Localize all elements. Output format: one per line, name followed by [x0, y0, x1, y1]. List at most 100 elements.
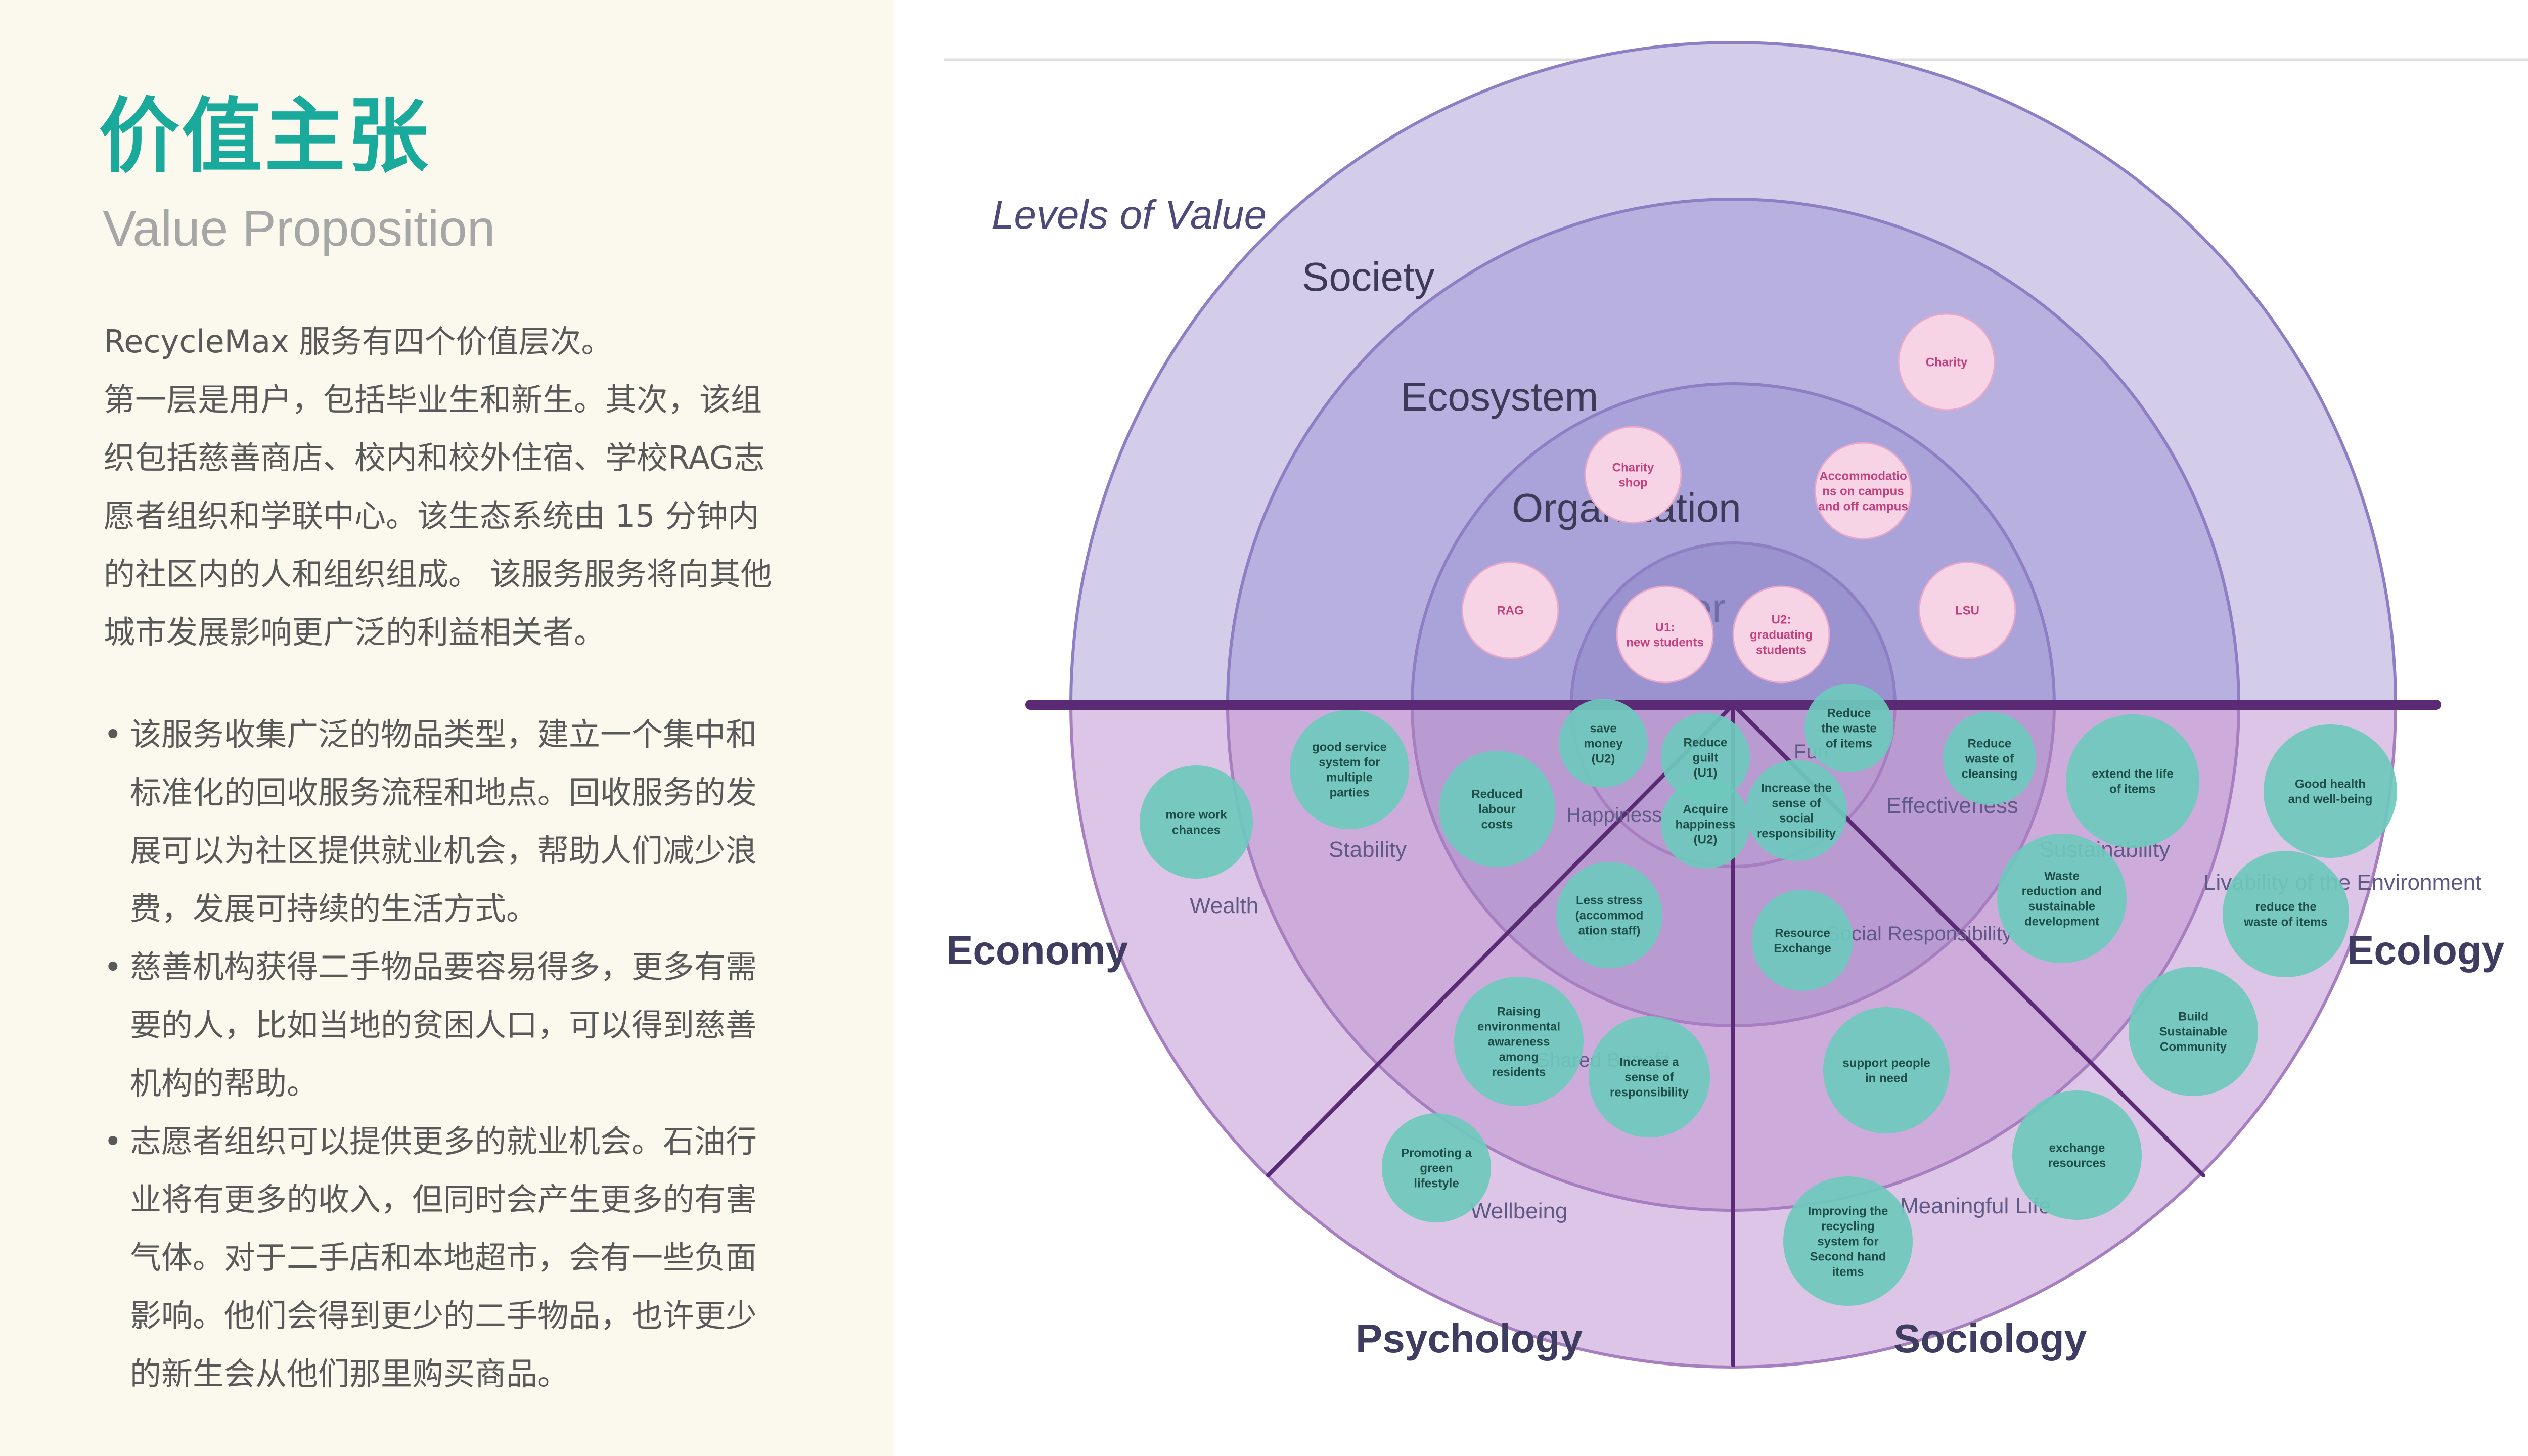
bubble-text: (accommod: [1575, 908, 1644, 922]
bubble-text: of items: [2109, 782, 2156, 796]
dimension-label: Wellbeing: [1470, 1199, 1567, 1223]
bubble-text: residents: [1492, 1065, 1546, 1079]
bubble-text: development: [2024, 915, 2099, 928]
value-circle: [1140, 765, 1253, 879]
bubble-text: reduce the: [2255, 900, 2316, 914]
bubble-text: (U2): [1694, 833, 1718, 846]
bubble-text: exchange: [2049, 1141, 2105, 1155]
bubble-text: cleansing: [1962, 767, 2018, 781]
dimension-label: Happiness: [1566, 804, 1662, 826]
bubble-text: happiness: [1676, 817, 1736, 831]
sector-sociology: Sociology: [1893, 1316, 2087, 1361]
value-circle: [1290, 710, 1409, 829]
bubble-text: lifestyle: [1414, 1176, 1459, 1190]
intro-line: 第一层是用户，包括毕业生和新生。其次，该组: [104, 381, 762, 418]
bullet-line: 影响。他们会得到更少的二手物品，也许更少: [130, 1297, 757, 1334]
bullet-line: 展可以为社区提供就业机会，帮助人们减少浪: [130, 832, 757, 869]
value-circle: [1943, 712, 2036, 805]
dimension-label: Wealth: [1190, 893, 1258, 918]
bubble-text: Accommodatio: [1819, 469, 1907, 483]
diagram-canvas: Levels of ValueSocietyEcosystemOrganizat…: [944, 41, 2528, 1369]
bubble-text: Community: [2160, 1040, 2227, 1054]
bubble-text: among: [1499, 1050, 1539, 1064]
bubble-text: Promoting a: [1401, 1146, 1472, 1160]
intro-line: 愿者组织和学联中心。该生态系统由 15 分钟内: [104, 497, 759, 534]
value-circle: [2223, 851, 2349, 977]
bubble-text: Exchange: [1774, 941, 1831, 955]
value-circle: [2066, 714, 2199, 848]
bubble-text: save: [1590, 721, 1616, 735]
bubble-save-money: save money (U2): [1559, 699, 1648, 788]
ring-label-ecosystem: Ecosystem: [1401, 374, 1598, 419]
bubble-text: and well-being: [2288, 792, 2373, 806]
levels-heading: Levels of Value: [991, 192, 1267, 237]
bubble-text: (U1): [1694, 766, 1718, 780]
sector-ecology: Ecology: [2347, 928, 2505, 973]
bubble-text: (U2): [1592, 752, 1615, 765]
bullet-line: 气体。对于二手店和本地超市，会有一些负面: [130, 1239, 757, 1276]
bubble-text: green: [1420, 1161, 1453, 1175]
stakeholder-circle: [1461, 561, 1559, 659]
bullet-marker: •: [104, 716, 122, 753]
divider-psychology-left: [1266, 703, 1735, 1177]
bubble-text: extend the life: [2092, 767, 2173, 781]
bubble-text: good service: [1312, 740, 1387, 754]
intro-line: 织包括慈善商店、校内和校外住宿、学校RAG志: [104, 439, 765, 476]
bullet-line: 该服务收集广泛的物品类型，建立一个集中和: [130, 716, 757, 753]
value-circle: [1382, 1113, 1491, 1222]
sector-economy: Economy: [946, 928, 1128, 973]
bullet-line: 的新生会从他们那里购买商品。: [130, 1355, 569, 1392]
bullet-line: 志愿者组织可以提供更多的就业机会。石油行: [130, 1123, 757, 1160]
bubble-text: Charity: [1612, 461, 1654, 474]
sector-psychology: Psychology: [1356, 1316, 1583, 1361]
bubble-text: social: [1779, 811, 1814, 825]
levels-of-value-diagram: Levels of ValueSocietyEcosystemOrganizat…: [894, 0, 2528, 1456]
dimension-label: Stability: [1329, 837, 1407, 862]
bubble-text: ation staff): [1578, 924, 1641, 937]
bullet-line: 机构的帮助。: [130, 1065, 319, 1102]
bubble-text: responsibility: [1610, 1085, 1689, 1099]
bubble-build-community: Build Sustainable Community: [2129, 967, 2258, 1096]
bullet-line: 要的人，比如当地的贫困人口，可以得到慈善: [130, 1007, 757, 1043]
bubble-text: Increase a: [1619, 1055, 1679, 1069]
bubble-text: waste of: [1965, 752, 2014, 765]
value-circle: [1454, 977, 1584, 1106]
value-circle: [1823, 1007, 1950, 1133]
bubble-text: U2:: [1772, 613, 1791, 626]
bubble-text: more work: [1165, 808, 1227, 822]
bubble-charity: Charity: [1898, 313, 1996, 411]
stakeholder-circle: [1584, 426, 1682, 524]
stakeholder-circle: [1814, 442, 1912, 540]
bubble-text: support people: [1842, 1056, 1930, 1070]
bullet-marker: •: [104, 1123, 122, 1160]
bubble-text: Raising: [1497, 1005, 1541, 1018]
bubble-text: Reduce: [1968, 737, 2012, 750]
bubble-text: Increase the: [1761, 781, 1832, 795]
bubble-text: sense of: [1624, 1070, 1674, 1084]
bubble-text: in need: [1865, 1071, 1908, 1085]
value-circle: [1556, 862, 1662, 968]
bubble-text: Sustainable: [2159, 1025, 2228, 1038]
bubble-text: awareness: [1488, 1035, 1550, 1049]
value-circle: [1589, 1016, 1710, 1138]
bubble-text: new students: [1626, 635, 1703, 649]
bubble-text: costs: [1481, 817, 1513, 831]
bubble-lsu: LSU: [1918, 561, 2016, 659]
ring-label-society: Society: [1302, 254, 1434, 299]
bubble-text: Reduce: [1827, 706, 1871, 720]
bubble-text: resources: [2048, 1156, 2106, 1170]
bullet-list: • 该服务收集广泛的物品类型，建立一个集中和 标准化的回收服务流程和地点。回收服…: [104, 705, 801, 1403]
value-circle: [2264, 724, 2397, 858]
bubble-less-stress: Less stress(accommod ation staff): [1556, 862, 1662, 968]
bubble-text: system for: [1817, 1235, 1878, 1248]
bubble-text: Reduced: [1471, 787, 1522, 801]
bubble-text: multiple: [1326, 770, 1373, 784]
